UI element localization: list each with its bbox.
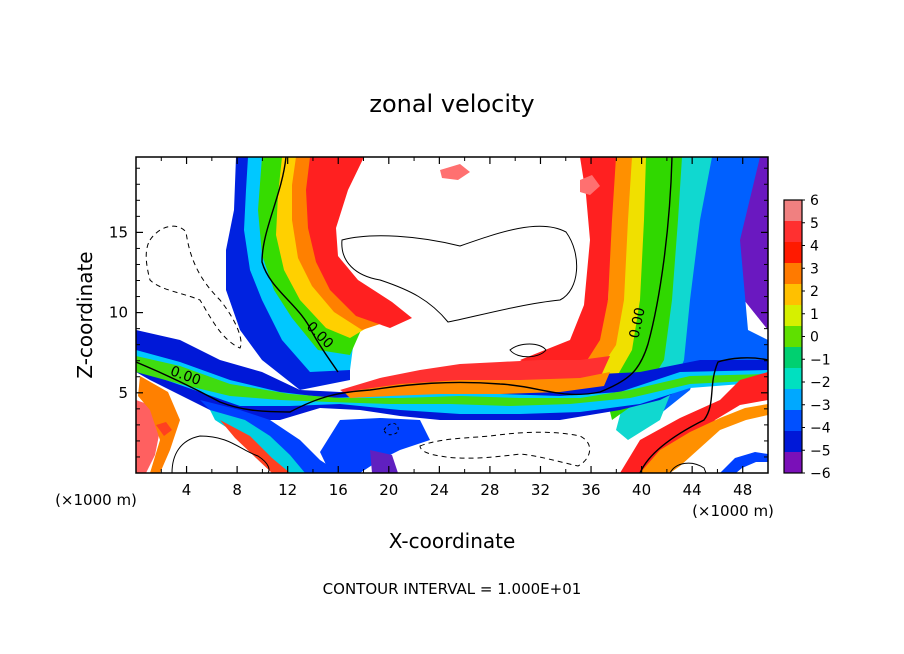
colorbar-label: −2 [810,375,831,391]
colorbar-label: −1 [810,352,831,368]
colorbar-swatch [784,389,802,411]
x-tick-label: 16 [329,481,348,499]
colorbar-label: 3 [810,261,819,277]
loop-lower-right-orange [640,404,768,473]
colorbar-label: −6 [810,466,831,482]
contour-label: 0.00 [627,306,649,340]
velocity-field [136,157,768,473]
colorbar-swatch [784,263,802,285]
colorbar-swatch [784,221,802,243]
colorbar-label: 5 [810,216,819,232]
y-tick-label: 15 [109,223,128,241]
colorbar-swatch [784,242,802,264]
chart-title: zonal velocity [369,90,534,118]
x-tick-label: 28 [480,481,499,499]
contour-lower-right-small [669,462,707,473]
plot-frame [135,156,769,474]
blob-lower-mid-blue [320,418,430,473]
colorbar: 6 5 4 3 2 1 0 −1 −2 −3 −4 −5 −6 [783,193,831,482]
loop-lower-right-blue [720,452,768,473]
colorbar-label: 0 [810,330,819,346]
y-axis-ticks: 5 10 15 [109,167,768,458]
patch-top-right-red [580,175,600,195]
blob-lower-mid-purple [370,450,398,473]
x-tick-label: 32 [531,481,550,499]
x-tick-label: 12 [278,481,297,499]
colorbar-label: −3 [810,398,831,414]
x-unit-left: (×1000 m) [55,491,137,509]
x-tick-label: 44 [683,481,702,499]
x-tick-label: 8 [232,481,242,499]
y-tick-label: 5 [118,384,128,402]
contour-dashed-left [145,225,242,349]
colorbar-label: 6 [810,193,819,209]
colorbar-swatch [784,284,802,306]
colorbar-swatch [784,368,802,390]
colorbar-swatch [784,305,802,327]
y-tick-label: 10 [109,304,128,322]
colorbar-swatch [784,326,802,348]
band-mid-green [136,356,768,406]
contour-interval-footer: CONTOUR INTERVAL = 1.000E+01 [323,580,582,598]
contour-zero-left [136,157,673,413]
band-mid-orange-upper [344,372,610,398]
contour-dashed-bottom [419,431,591,467]
x-tick-label: 36 [581,481,600,499]
colorbar-label: 1 [810,307,819,323]
x-tick-label: 24 [430,481,449,499]
contour-dashed-small [383,423,399,436]
loop-lower-right-red [620,372,768,473]
x-tick-label: 4 [182,481,192,499]
colorbar-swatch [784,200,802,222]
colorbar-label: −4 [810,421,831,437]
x-tick-label: 20 [379,481,398,499]
x-unit-right: (×1000 m) [692,502,774,520]
x-tick-label: 40 [632,481,651,499]
band-right-upper-yellow [588,157,646,398]
band-lower-left-red [220,420,290,473]
colorbar-swatch [784,347,802,369]
colorbar-label: 4 [810,239,819,255]
x-axis-ticks: 4 8 12 16 20 24 28 32 36 40 44 48 [160,157,752,499]
colorbar-swatch [784,431,802,453]
patch-left-red [156,422,172,436]
patch-top-red [440,164,470,180]
colorbar-swatch [784,410,802,432]
colorbar-label: 2 [810,284,819,300]
band-right-upper-orange [574,157,632,382]
contour-zero-right-lower [639,357,768,473]
contour-zero-left-upper [261,157,339,373]
y-axis-label: Z-coordinate [73,251,97,378]
band-lower-left-cyan [210,410,305,473]
band-right-upper-red [520,157,616,372]
contour-small-loop [509,343,547,358]
contour-lower-left [171,435,270,473]
x-axis-label: X-coordinate [389,529,516,553]
colorbar-label: −5 [810,443,831,459]
band-left-upper-red [306,157,412,328]
colorbar-swatch [784,452,802,474]
contour-center-loop [341,225,578,323]
x-tick-label: 48 [733,481,752,499]
